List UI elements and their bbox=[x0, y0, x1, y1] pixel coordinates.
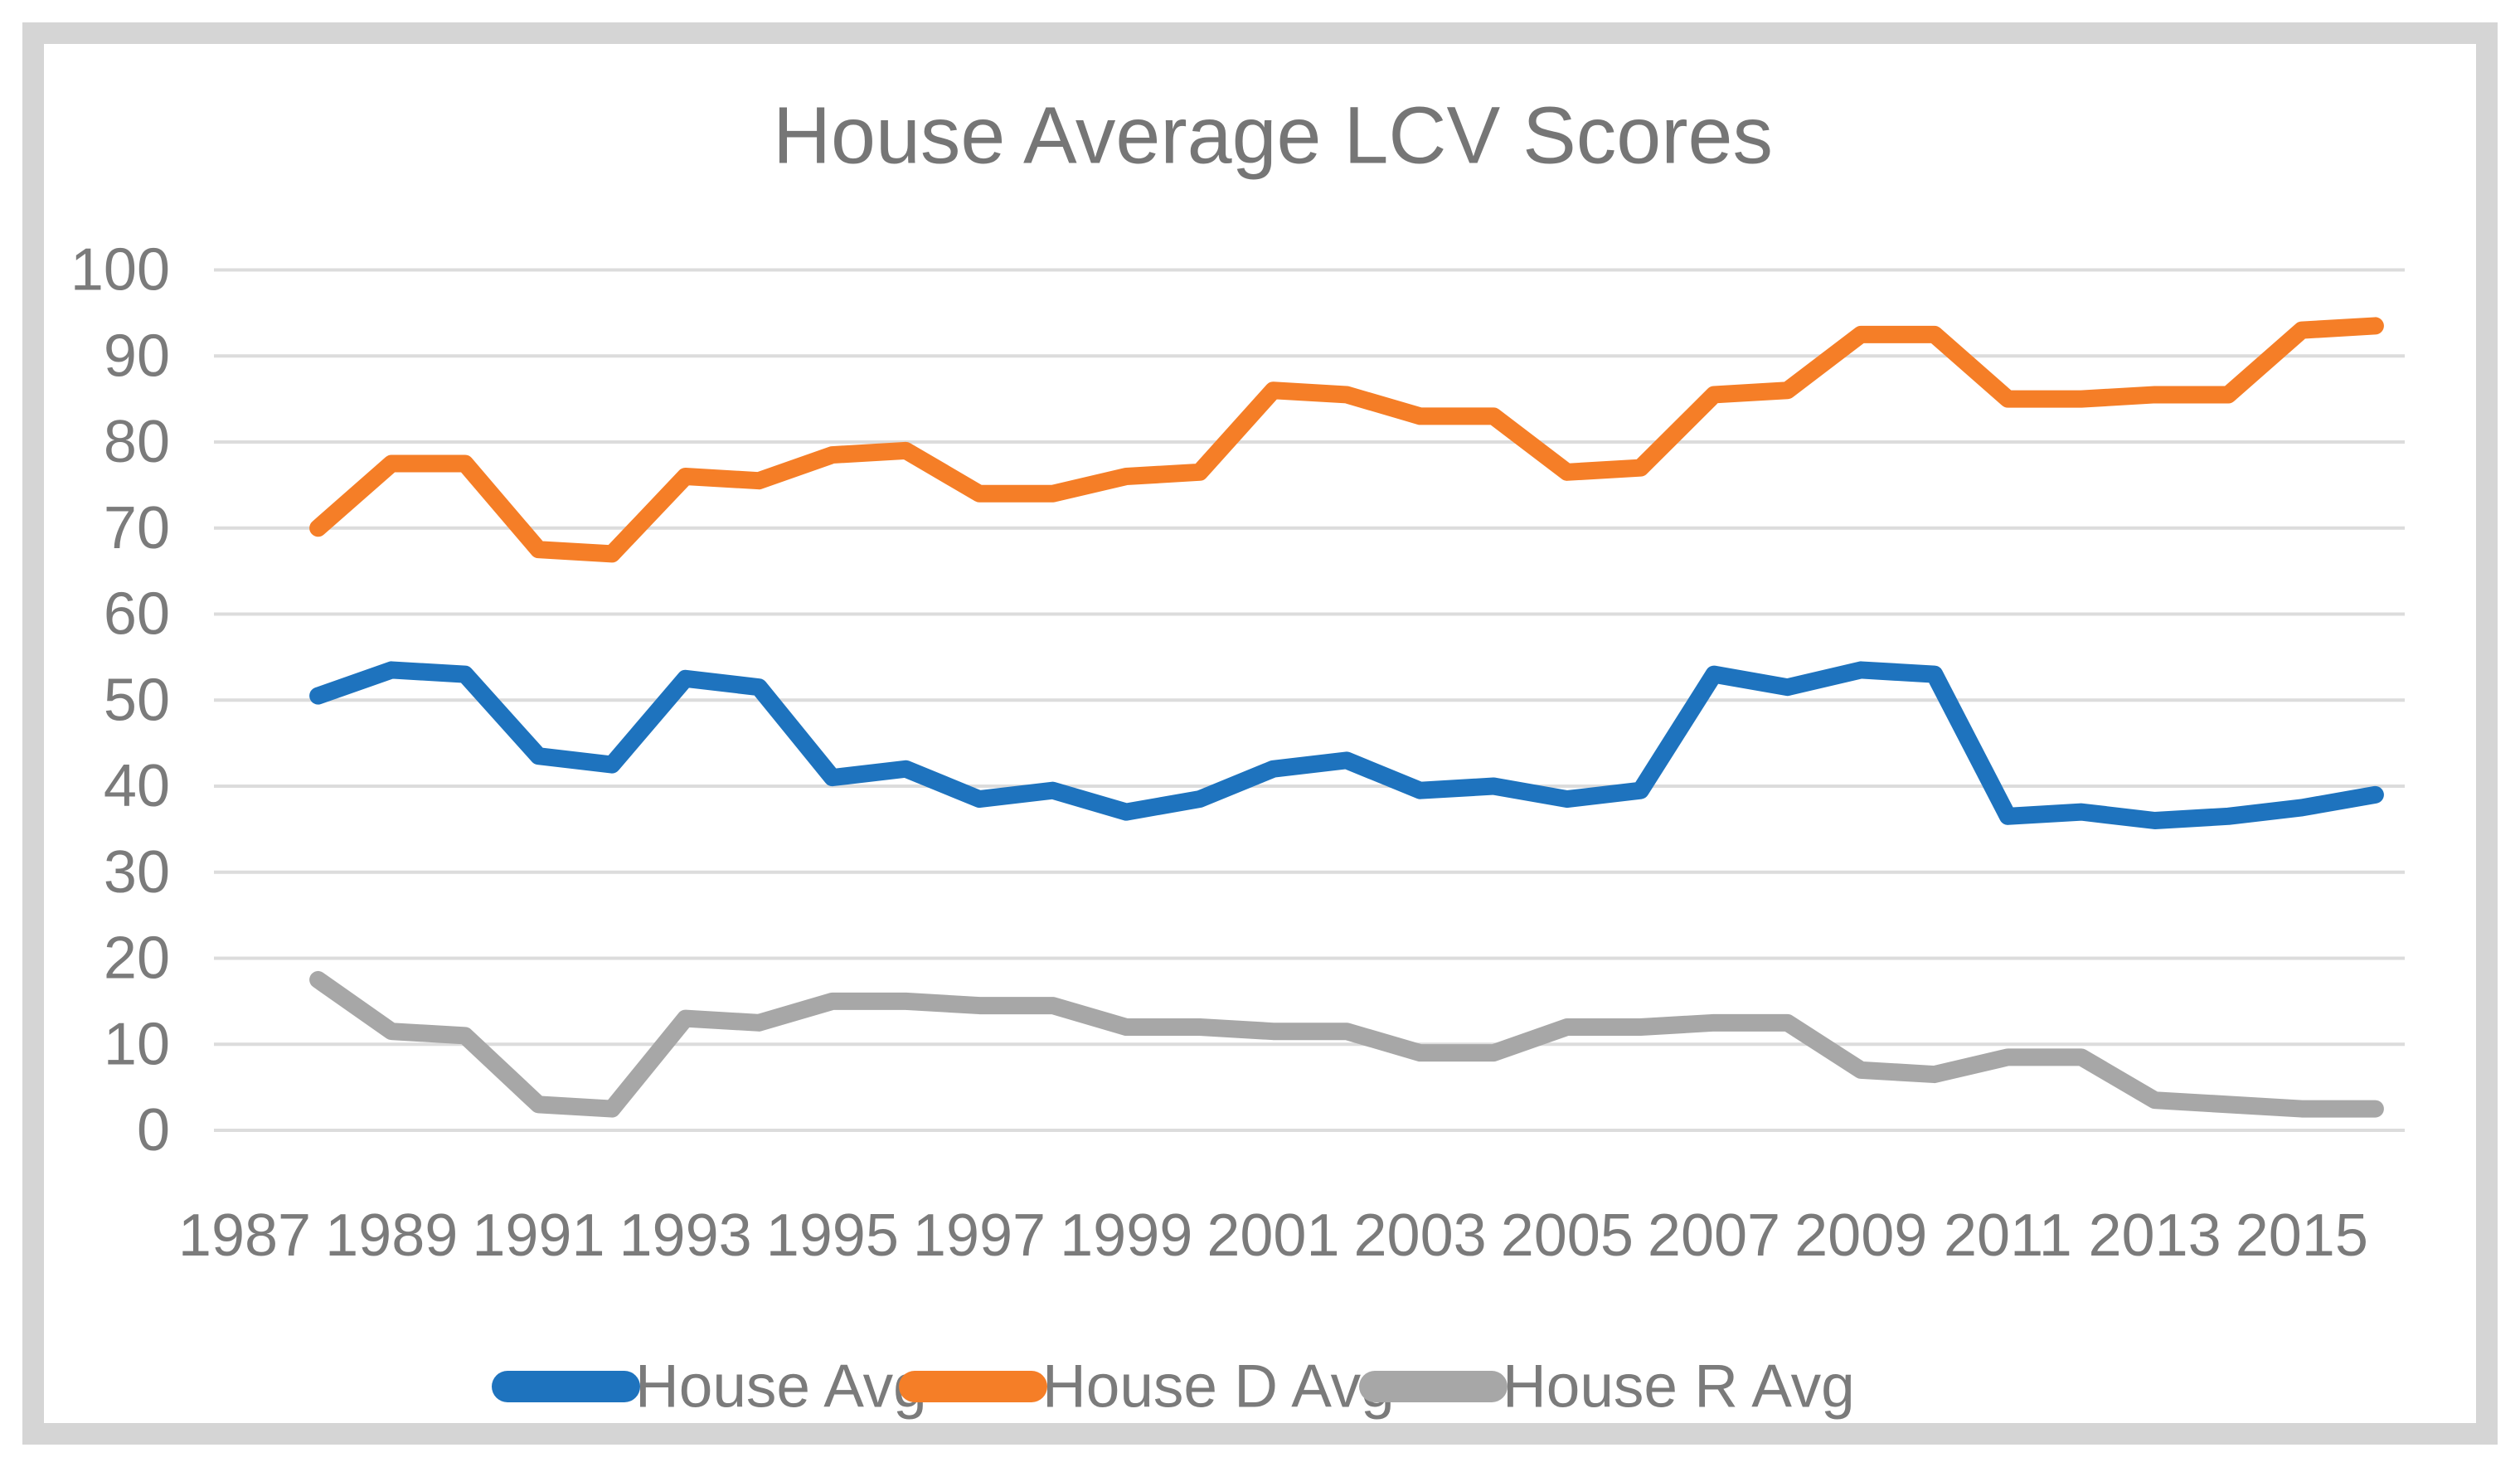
series-line-house-r-avg bbox=[309, 970, 2384, 1118]
legend-label-house-avg: House Avg bbox=[635, 1353, 927, 1421]
y-tick-label: 100 bbox=[70, 237, 170, 304]
x-tick-label: 2011 bbox=[1944, 1202, 2072, 1269]
y-tick-label: 80 bbox=[104, 409, 170, 475]
legend-label-house-r-avg: House R Avg bbox=[1503, 1353, 1855, 1421]
x-tick-label: 2003 bbox=[1354, 1202, 1487, 1269]
x-tick-label: 1989 bbox=[325, 1202, 458, 1269]
legend-label-house-d-avg: House D Avg bbox=[1042, 1353, 1395, 1421]
x-tick-label: 1999 bbox=[1060, 1202, 1192, 1269]
y-tick-label: 40 bbox=[104, 753, 170, 819]
y-tick-label: 50 bbox=[104, 667, 170, 733]
x-tick-label: 1987 bbox=[178, 1202, 311, 1269]
y-tick-label: 60 bbox=[104, 581, 170, 648]
y-tick-label: 20 bbox=[104, 925, 170, 992]
y-tick-label: 10 bbox=[104, 1011, 170, 1077]
y-tick-label: 30 bbox=[104, 839, 170, 906]
x-tick-label: 2005 bbox=[1501, 1202, 1634, 1269]
x-tick-label: 2001 bbox=[1207, 1202, 1339, 1269]
x-tick-label: 1993 bbox=[619, 1202, 752, 1269]
legend: House Avg House D Avg House R Avg bbox=[492, 1353, 1855, 1421]
y-tick-label: 90 bbox=[104, 323, 170, 389]
chart-area-border bbox=[22, 22, 2498, 1445]
x-tick-label: 2015 bbox=[2236, 1202, 2368, 1269]
x-tick-label: 1991 bbox=[472, 1202, 605, 1269]
series-line-house-d-avg bbox=[309, 317, 2384, 563]
x-tick-label: 1997 bbox=[913, 1202, 1046, 1269]
y-tick-label: 70 bbox=[104, 495, 170, 561]
x-tick-label: 1995 bbox=[766, 1202, 899, 1269]
x-tick-label: 2007 bbox=[1648, 1202, 1780, 1269]
chart-title: House Average LCV Scores bbox=[773, 90, 1773, 181]
y-tick-label: 0 bbox=[137, 1097, 170, 1163]
x-tick-label: 2013 bbox=[2089, 1202, 2221, 1269]
series-line-house-avg bbox=[309, 661, 2384, 829]
x-tick-label: 2009 bbox=[1794, 1202, 1927, 1269]
